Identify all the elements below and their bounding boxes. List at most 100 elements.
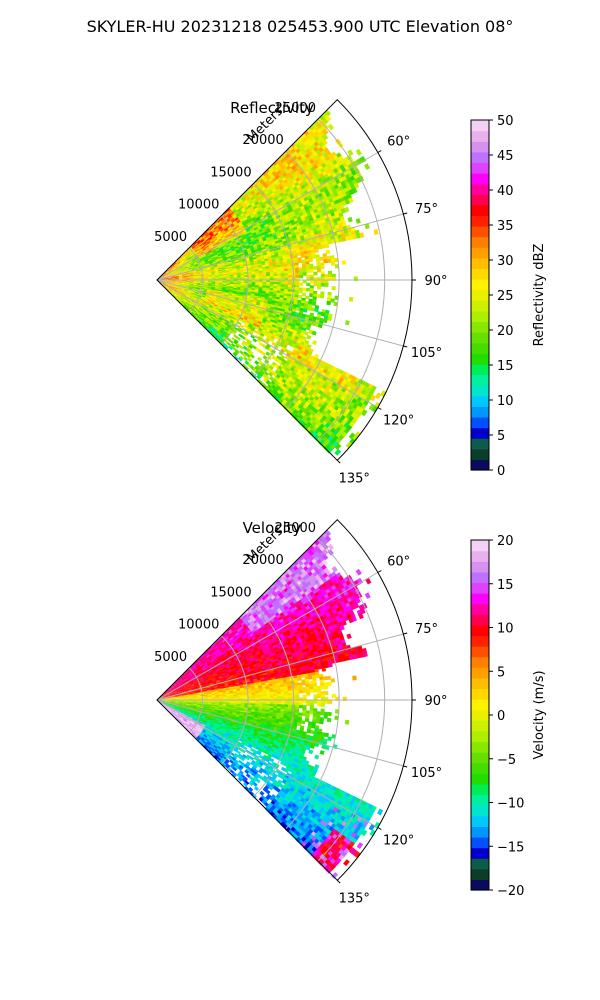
data-cell: [178, 263, 182, 267]
data-cell: [313, 282, 318, 287]
data-cell: [171, 267, 176, 270]
data-cell: [175, 266, 180, 269]
data-cell: [175, 259, 179, 263]
data-cell: [167, 273, 171, 276]
data-cell: [220, 241, 225, 245]
data-cell: [186, 250, 191, 254]
data-cell: [195, 249, 200, 253]
data-cell: [175, 265, 179, 269]
data-cell: [206, 254, 211, 258]
data-cell: [235, 218, 241, 223]
data-cell: [218, 232, 224, 237]
data-cell: [183, 265, 188, 268]
data-cell: [204, 243, 209, 247]
data-cell: [230, 224, 236, 229]
data-cell: [246, 236, 251, 241]
colorbar-segment: [471, 236, 489, 248]
data-cell: [193, 241, 198, 246]
data-cell: [174, 272, 178, 275]
data-cell: [182, 264, 187, 267]
data-cell: [233, 222, 239, 227]
data-cell: [187, 251, 191, 255]
azimuth-tick-label: 90°: [424, 274, 447, 289]
data-cell: [298, 289, 303, 294]
data-cell: [186, 263, 191, 267]
data-cell: [243, 217, 249, 222]
data-cell: [246, 228, 251, 233]
data-cell: [162, 272, 166, 276]
data-cell: [244, 218, 250, 223]
data-cell: [240, 241, 245, 245]
data-cell: [235, 206, 241, 212]
data-cell: [173, 263, 178, 267]
data-cell: [224, 250, 229, 254]
data-cell: [171, 265, 175, 269]
data-cell: [235, 232, 241, 237]
data-cell: [186, 256, 191, 260]
data-cell: [180, 269, 185, 272]
data-cell: [201, 245, 206, 249]
data-cell: [215, 240, 220, 244]
data-cell: [212, 225, 218, 230]
data-cell: [260, 225, 266, 230]
colorbar-segment: [471, 438, 489, 450]
data-cell: [272, 224, 278, 229]
data-cell: [199, 257, 204, 261]
data-cell: [248, 241, 253, 246]
data-cell: [211, 256, 216, 260]
azimuth-tick-label: 75°: [415, 202, 438, 217]
data-cell: [198, 255, 203, 258]
azimuth-tick: [377, 407, 382, 410]
data-cell: [191, 245, 196, 249]
data-cell: [257, 226, 263, 231]
data-cell: [166, 273, 171, 276]
data-cell: [198, 241, 203, 246]
data-cell: [249, 212, 255, 218]
data-cell: [184, 252, 188, 257]
data-cell: [203, 235, 207, 240]
data-cell: [245, 213, 251, 218]
data-cell: [252, 233, 258, 238]
data-cell: [245, 244, 250, 249]
data-cell: [364, 163, 371, 170]
data-cell: [217, 252, 222, 256]
data-cell: [218, 238, 223, 242]
data-cell: [251, 223, 257, 228]
data-cell: [215, 249, 221, 253]
colorbar-segment: [471, 183, 489, 195]
data-cell: [211, 248, 216, 252]
data-cell: [256, 225, 262, 230]
data-cell: [176, 267, 180, 270]
data-cell: [212, 229, 217, 234]
data-cell: [211, 234, 216, 239]
data-cell: [239, 224, 245, 229]
data-cell: [193, 261, 198, 264]
data-cell: [254, 228, 260, 233]
data-cell: [232, 242, 238, 247]
velocity-panel: 60°75°90°105°120°135°5000100001500020000…: [154, 518, 547, 906]
data-cell: [182, 256, 187, 260]
data-cell: [206, 256, 212, 259]
data-cell: [232, 251, 237, 255]
data-cell: [316, 268, 322, 273]
data-cell: [181, 255, 185, 259]
data-cell: [256, 242, 261, 247]
azimuth-tick-label: 105°: [411, 346, 442, 361]
data-cell: [176, 268, 181, 271]
data-cell: [182, 256, 186, 260]
data-cell: [302, 280, 307, 284]
data-cell: [197, 240, 202, 245]
data-cell: [177, 270, 182, 273]
data-cell: [246, 208, 251, 213]
colorbar-segment: [471, 427, 489, 439]
data-cell: [186, 256, 191, 260]
colorbar-segment: [471, 120, 489, 132]
data-cell: [203, 256, 208, 260]
data-cell: [324, 115, 332, 122]
data-cell: [258, 228, 264, 233]
data-cell: [215, 241, 220, 245]
data-cell: [250, 236, 255, 241]
data-cell: [205, 228, 210, 233]
data-cell: [163, 275, 168, 278]
data-cell: [205, 246, 210, 250]
